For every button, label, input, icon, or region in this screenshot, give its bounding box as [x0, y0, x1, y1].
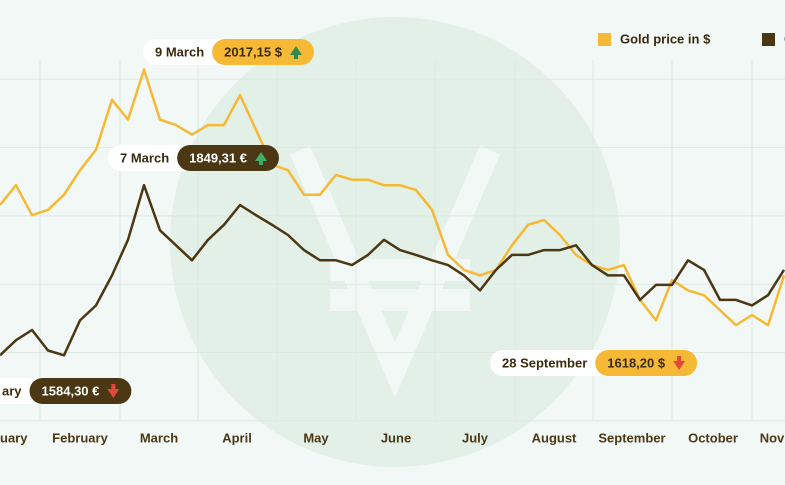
- annotation: 7 March 1849,31 €: [108, 145, 279, 171]
- annotation-value: 1849,31 €: [189, 150, 247, 165]
- annotation-arrow: [107, 384, 120, 398]
- legend-label: Gold price in $: [620, 31, 711, 46]
- legend-swatch: [598, 33, 611, 46]
- annotation-pill: [177, 145, 279, 171]
- annotation-pill: [595, 350, 698, 376]
- series-line: [0, 183, 785, 357]
- annotation-value: 1618,20 $: [607, 355, 666, 370]
- x-tick-label: March: [140, 430, 178, 445]
- annotation-arrow: [673, 356, 686, 370]
- x-tick-label: August: [532, 430, 577, 445]
- annotation-date: 28 September: [502, 355, 587, 370]
- annotation: 28 September 1618,20 $: [490, 350, 698, 376]
- series-line: [0, 68, 785, 327]
- x-tick-label: Nov: [760, 430, 785, 445]
- x-tick-label: May: [303, 430, 329, 445]
- x-tick-label: October: [688, 430, 738, 445]
- x-tick-label: February: [52, 430, 108, 445]
- annotation-date: ary: [2, 383, 22, 398]
- annotation-arrow: [289, 46, 302, 59]
- annotation-date: 7 March: [120, 150, 169, 165]
- x-tick-label: April: [222, 430, 252, 445]
- annotation-value: 2017,15 $: [224, 44, 283, 59]
- legend-swatch: [762, 33, 775, 46]
- watermark: [170, 17, 620, 467]
- annotation: ary 1584,30 €: [0, 378, 132, 404]
- annotation: 9 March 2017,15 $: [143, 39, 314, 65]
- watermark-sign: [289, 145, 501, 398]
- x-tick-label: uary: [0, 430, 28, 445]
- x-tick-label: September: [598, 430, 665, 445]
- x-tick-label: June: [381, 430, 411, 445]
- x-tick-label: July: [462, 430, 489, 445]
- annotation-pill: [212, 39, 314, 65]
- annotation-arrow: [254, 152, 267, 165]
- annotation-pill: [29, 378, 132, 404]
- annotation-date: 9 March: [155, 44, 204, 59]
- annotation-value: 1584,30 €: [42, 383, 100, 398]
